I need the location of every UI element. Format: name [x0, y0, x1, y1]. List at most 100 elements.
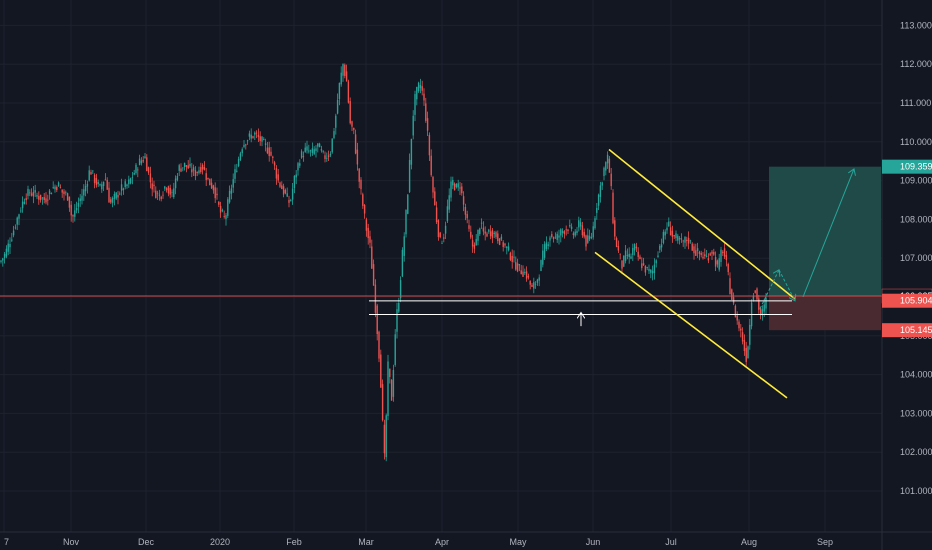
candle-body: [515, 262, 517, 270]
candle-body: [59, 187, 62, 189]
candle-body: [632, 247, 634, 255]
candle-body: [407, 194, 409, 214]
candle-body: [389, 368, 391, 378]
candle-body: [110, 199, 112, 203]
candle-body: [450, 181, 452, 198]
candle-body: [185, 165, 188, 167]
candle-body: [308, 150, 310, 152]
candle-body: [349, 101, 351, 124]
candle-body: [601, 182, 603, 186]
candle-body: [0, 260, 2, 262]
candle-body: [621, 260, 623, 269]
candle-body: [574, 231, 576, 236]
candle-body: [590, 237, 593, 238]
candle-body: [183, 162, 186, 167]
candle-body: [248, 133, 251, 137]
candle-body: [524, 272, 526, 274]
candle-body: [689, 240, 692, 242]
candle-body: [644, 265, 647, 273]
candle-body: [412, 115, 414, 136]
grid: [0, 0, 882, 532]
candle-body: [473, 244, 476, 249]
candle-body: [180, 168, 182, 172]
candle-body: [687, 237, 690, 244]
candle-body: [300, 151, 303, 158]
candle-body: [372, 264, 375, 286]
candle-body: [77, 203, 80, 207]
candle-body: [34, 190, 36, 193]
target-zone: [769, 166, 881, 297]
candle-body: [155, 190, 157, 199]
candle-body: [223, 216, 225, 217]
candle-body: [203, 167, 206, 170]
time-axis[interactable]: 7 Nov Dec 2020 Feb Mar Apr May Jun Jul Aug Sep: [4, 537, 833, 547]
candle-body: [464, 206, 467, 215]
candle-body: [273, 162, 276, 166]
candle-body: [74, 210, 76, 217]
candle-body: [398, 302, 400, 312]
price-tag-label: 109.359: [900, 162, 932, 172]
candle-body: [212, 185, 215, 191]
candle-body: [232, 179, 234, 188]
candle-body: [542, 250, 544, 265]
candle-body: [745, 347, 747, 362]
candle-body: [39, 194, 42, 201]
candle-body: [630, 256, 632, 259]
candle-body: [700, 252, 702, 256]
candle-body: [275, 168, 278, 179]
candle-body: [439, 232, 441, 238]
candle-body: [749, 324, 751, 345]
candle-body: [83, 189, 85, 196]
candle-body: [639, 256, 641, 260]
candle-body: [648, 269, 650, 272]
price-tick-label: 103.000: [900, 408, 932, 418]
candle-body: [311, 148, 314, 153]
candle-body: [137, 169, 139, 171]
candle-body: [734, 305, 737, 318]
candle-body: [408, 160, 411, 192]
candle-body: [711, 251, 713, 254]
candle-body: [45, 198, 47, 203]
candle-body: [353, 127, 355, 130]
candle-body: [489, 231, 492, 237]
candle-body: [554, 236, 557, 238]
candle-body: [108, 187, 110, 203]
candle-body: [318, 143, 321, 148]
candle-body: [297, 163, 299, 171]
candle-body: [367, 227, 369, 239]
candle-body: [88, 170, 90, 181]
candle-body: [461, 186, 463, 194]
candle-body: [585, 235, 587, 247]
candle-body: [131, 177, 134, 179]
candle-body: [394, 334, 396, 365]
candle-body: [626, 255, 629, 256]
candle-body: [533, 282, 535, 289]
candle-body: [752, 296, 755, 301]
candle-body: [720, 249, 722, 262]
candle-body: [327, 155, 330, 158]
candle-body: [187, 165, 189, 169]
candle-body: [403, 236, 405, 256]
candle-body: [347, 81, 350, 103]
candle-body: [257, 134, 260, 137]
candle-body: [480, 222, 483, 224]
channel-lower-line: [594, 251, 788, 399]
candle-body: [466, 214, 468, 219]
candle-body: [75, 207, 78, 211]
candle-body: [588, 235, 591, 240]
candle-body: [101, 184, 103, 190]
candle-body: [205, 173, 207, 180]
candle-body: [14, 227, 17, 229]
candle-body: [484, 231, 486, 234]
candle-body: [81, 195, 83, 201]
candle-body: [529, 280, 531, 285]
candle-body: [650, 269, 652, 273]
candle-body: [383, 424, 386, 454]
candle-body: [399, 280, 402, 299]
candle-body: [129, 178, 132, 184]
candle-body: [216, 193, 218, 196]
candle-body: [446, 206, 449, 222]
candle-body: [48, 190, 51, 194]
time-tick-label: Jul: [665, 537, 677, 547]
